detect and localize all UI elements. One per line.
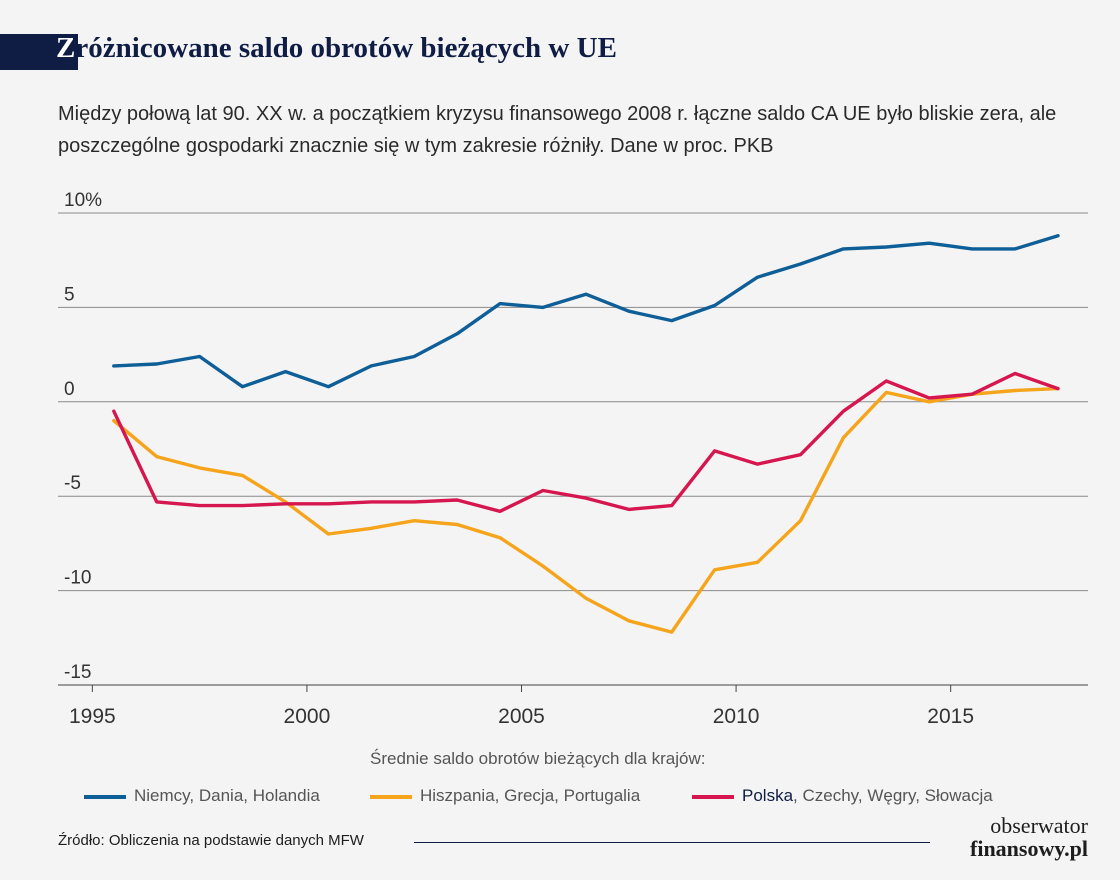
data-point	[413, 500, 416, 504]
data-point	[284, 370, 287, 373]
legend-label: Niemcy, Dania, Holandia	[134, 786, 320, 805]
data-point	[241, 504, 244, 507]
data-point	[327, 502, 330, 505]
data-point	[713, 449, 716, 453]
chart-title: Zróżnicowane saldo obrotów bieżących w U…	[56, 32, 617, 65]
data-point	[885, 379, 888, 383]
data-point	[584, 496, 588, 500]
data-point	[756, 561, 759, 564]
y-tick-label: -5	[64, 473, 81, 494]
x-tick-label: 2000	[284, 705, 331, 728]
data-point	[455, 332, 459, 336]
data-point	[155, 500, 158, 504]
data-point	[455, 523, 459, 526]
data-point	[670, 504, 673, 507]
data-point	[498, 302, 502, 305]
y-tick-label: 10%	[64, 190, 102, 211]
legend-swatch-blue	[84, 795, 126, 799]
data-point	[842, 436, 845, 439]
data-point	[1013, 389, 1017, 392]
data-point	[327, 385, 330, 388]
data-point	[799, 262, 802, 266]
series-line-2	[112, 371, 1060, 513]
logo: obserwator finansowy.pl	[952, 813, 1088, 862]
data-point	[970, 247, 974, 251]
legend-title: Średnie saldo obrotów bieżących dla kraj…	[370, 749, 706, 768]
data-point	[541, 306, 545, 309]
data-point	[370, 527, 373, 530]
legend-label: Hiszpania, Grecja, Portugalia	[420, 786, 641, 805]
legend-strong: Polska	[742, 786, 794, 805]
y-tick-label: 0	[64, 379, 75, 400]
data-point	[198, 504, 201, 507]
y-tick-label: -15	[64, 662, 91, 683]
data-point	[1013, 247, 1017, 251]
data-point	[713, 568, 716, 572]
data-point	[756, 462, 759, 466]
data-point	[413, 355, 416, 358]
data-point	[928, 400, 931, 403]
data-point	[455, 498, 459, 502]
data-point	[112, 364, 115, 368]
x-tick-label: 2010	[713, 705, 760, 728]
data-point	[284, 502, 287, 505]
x-tick-label: 2015	[927, 705, 974, 728]
data-point	[970, 393, 974, 396]
y-tick-label: -10	[64, 568, 91, 589]
data-point	[498, 536, 502, 539]
y-tick-label: 5	[64, 284, 75, 305]
data-point	[198, 355, 201, 358]
logo-line-1: obserwator	[990, 813, 1088, 838]
data-point	[112, 410, 115, 413]
data-point	[584, 292, 588, 296]
data-point	[799, 453, 802, 456]
data-point	[155, 455, 158, 458]
data-point	[928, 396, 931, 400]
title-text: różnicowane saldo obrotów bieżących w UE	[75, 32, 617, 64]
data-point	[198, 466, 201, 470]
data-point	[928, 242, 931, 245]
data-point	[370, 364, 373, 368]
data-point	[413, 519, 416, 522]
x-tick-label: 1995	[69, 705, 116, 728]
data-point	[541, 489, 545, 492]
title-first-letter: Z	[56, 32, 76, 64]
data-point	[756, 275, 759, 279]
data-point	[713, 304, 716, 307]
data-point	[885, 391, 888, 394]
data-point	[370, 500, 373, 504]
legend-swatch-red	[692, 795, 734, 799]
data-point	[842, 410, 845, 413]
data-point	[241, 474, 244, 477]
logo-line-2: finansowy.pl	[970, 836, 1088, 861]
legend-swatch-orange	[370, 795, 412, 799]
data-point	[541, 564, 545, 568]
series-line-1	[112, 386, 1060, 634]
data-point	[112, 419, 115, 422]
source-note: Źródło: Obliczenia na podstawie danych M…	[58, 832, 364, 849]
data-point	[670, 319, 673, 322]
data-point	[498, 510, 502, 513]
data-point	[627, 619, 630, 623]
data-point	[799, 519, 802, 522]
data-point	[155, 362, 158, 366]
data-point	[584, 596, 588, 600]
data-point	[670, 630, 673, 634]
data-point	[1056, 387, 1060, 390]
data-point	[627, 508, 630, 511]
series-line-0	[112, 233, 1060, 389]
data-point	[842, 247, 845, 251]
data-point	[1056, 234, 1060, 237]
data-point	[885, 245, 888, 249]
data-point	[327, 532, 330, 536]
chart-subtitle: Między połową lat 90. XX w. a początkiem…	[58, 103, 1057, 157]
source-divider	[414, 842, 930, 843]
title-accent-bar	[0, 34, 78, 70]
x-tick-label: 2005	[498, 705, 545, 728]
data-point	[627, 309, 630, 313]
data-point	[241, 385, 244, 388]
legend-label: , Czechy, Węgry, Słowacja	[793, 786, 993, 805]
data-point	[1013, 372, 1017, 375]
